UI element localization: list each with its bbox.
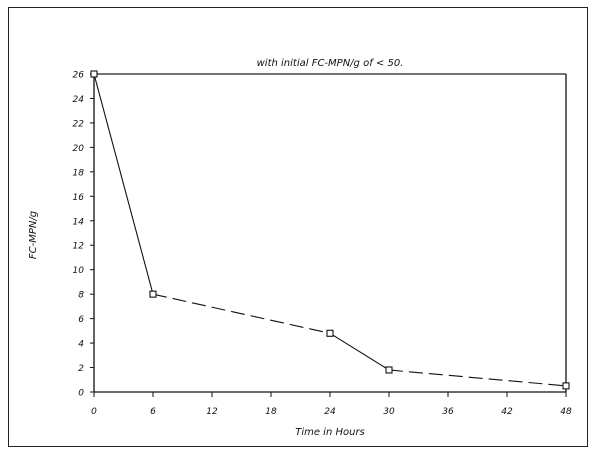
x-tick-label: 18 [265,407,277,417]
series-segment [152,293,331,334]
y-tick-label: 4 [78,340,84,350]
data-point [326,329,334,337]
y-tick-label: 0 [78,389,84,399]
y-tick-label: 18 [73,168,85,178]
y-tick-label: 2 [78,364,84,374]
x-tick-label: 48 [560,407,572,417]
y-tick-label: 6 [78,315,84,325]
data-point [385,366,393,374]
figure-frame [8,7,588,447]
y-tick-label: 10 [73,266,85,276]
x-tick-label: 30 [383,407,395,417]
data-point [90,70,98,78]
y-axis-label: FC-MPN/g [28,211,39,259]
series-segment [388,369,567,387]
y-tick-label: 20 [73,144,85,154]
y-tick-label: 12 [73,242,85,252]
data-point [562,382,570,390]
series-segment [93,73,154,295]
x-tick-label: 0 [91,407,97,417]
x-tick-label: 42 [501,407,513,417]
x-tick-label: 36 [442,407,454,417]
series-segment [329,332,390,371]
y-tick-label: 26 [73,71,85,81]
chart-title: with initial FC-MPN/g of < 50. [257,58,404,69]
x-tick-label: 24 [324,407,336,417]
y-tick-label: 24 [73,95,85,105]
y-tick-label: 16 [73,193,85,203]
x-tick-label: 12 [206,407,218,417]
y-tick-label: 22 [73,119,85,129]
x-tick-label: 6 [150,407,156,417]
y-tick-label: 8 [78,291,84,301]
x-axis-label: Time in Hours [295,427,365,438]
y-tick-label: 14 [73,217,85,227]
data-point [149,290,157,298]
